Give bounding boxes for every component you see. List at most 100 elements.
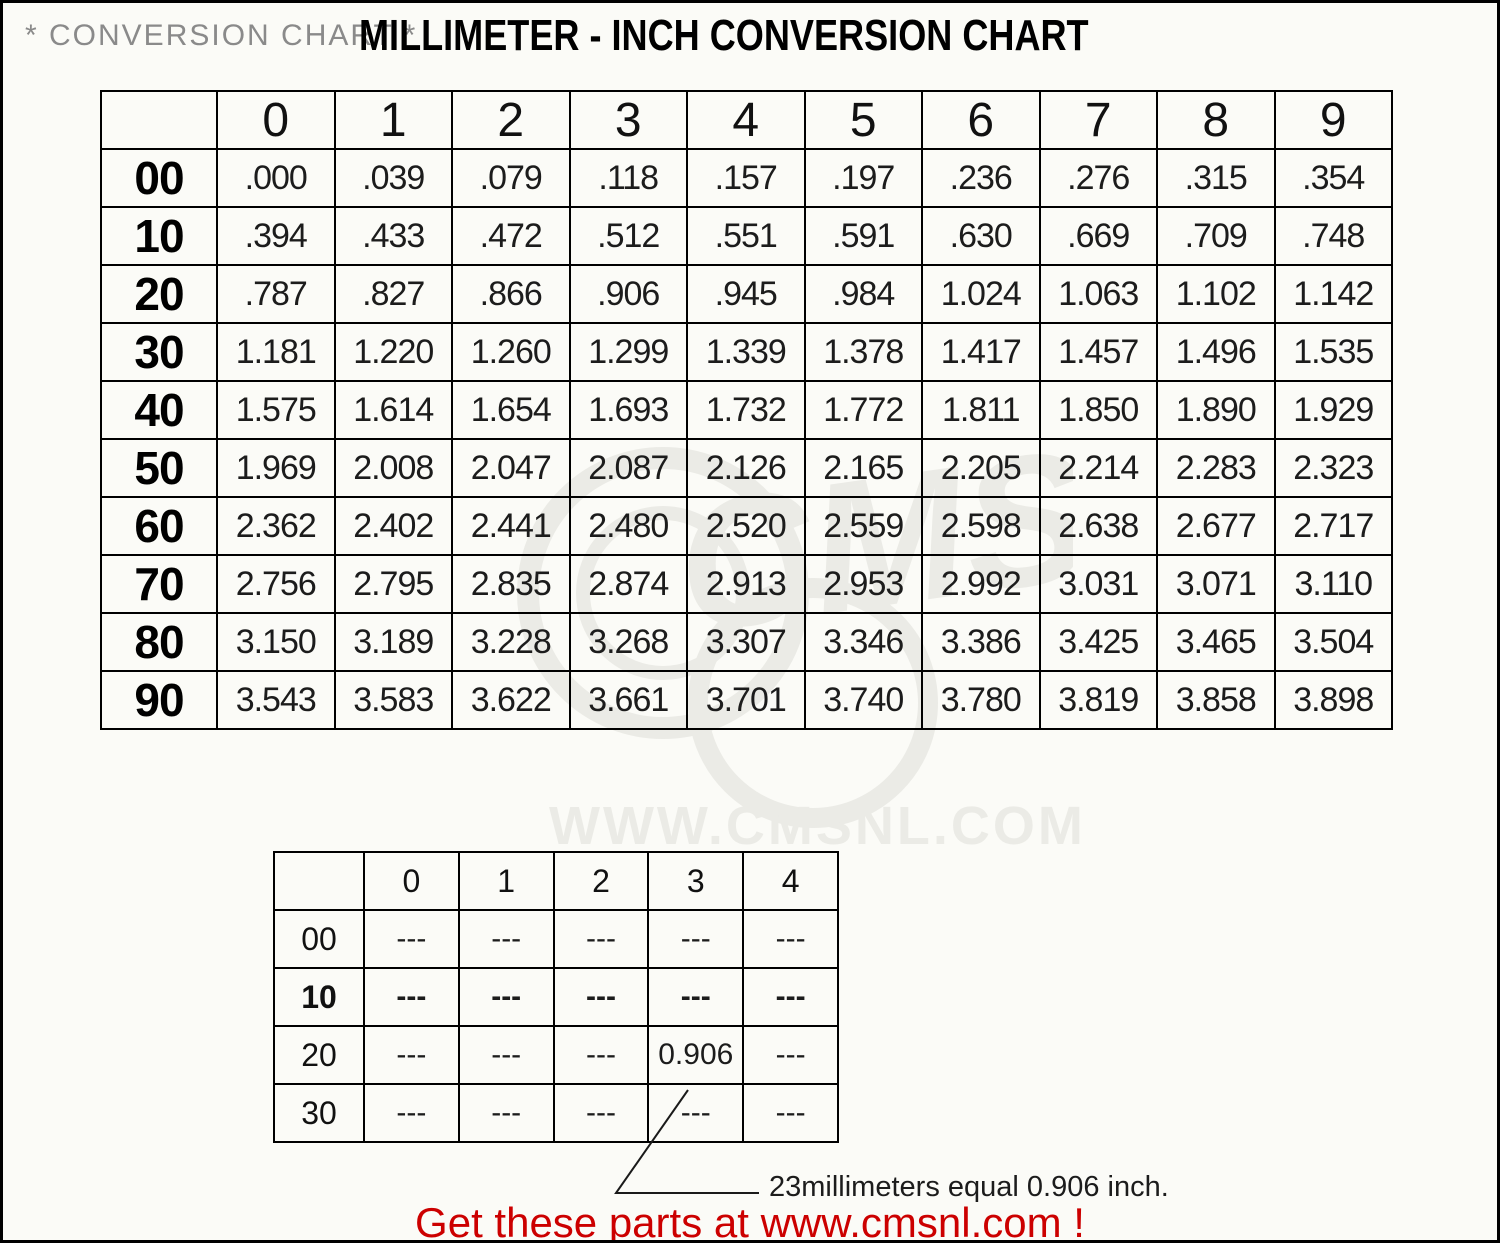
value-cell: 2.677 [1156, 496, 1276, 556]
column-header: 1 [333, 90, 453, 150]
value-cell: .079 [451, 148, 571, 208]
value-cell: 2.520 [686, 496, 806, 556]
value-cell: 1.850 [1038, 380, 1158, 440]
value-cell: 1.457 [1038, 322, 1158, 382]
value-cell: 3.228 [451, 612, 571, 672]
page-pre-title: * CONVERSION CHART * [25, 19, 418, 52]
value-cell: 3.661 [568, 670, 688, 730]
column-header: 0 [363, 851, 460, 911]
value-cell: .000 [216, 148, 336, 208]
value-cell: 3.858 [1156, 670, 1276, 730]
value-cell: --- [363, 1025, 460, 1085]
value-cell: 1.929 [1273, 380, 1393, 440]
row-header: 70 [100, 554, 218, 614]
value-cell: 3.031 [1038, 554, 1158, 614]
value-cell: 2.165 [803, 438, 923, 498]
value-cell: 1.693 [568, 380, 688, 440]
value-cell: 2.441 [451, 496, 571, 556]
value-cell: 2.559 [803, 496, 923, 556]
value-cell: 1.378 [803, 322, 923, 382]
value-cell: .669 [1038, 206, 1158, 266]
row-header: 10 [273, 967, 365, 1027]
table-row: 10.394.433.472.512.551.591.630.669.709.7… [100, 206, 1393, 266]
value-cell: --- [742, 967, 839, 1027]
value-cell: 3.780 [921, 670, 1041, 730]
column-header: 3 [647, 851, 745, 911]
page-title: MILLIMETER - INCH CONVERSION CHART [359, 11, 1089, 60]
value-cell: .945 [686, 264, 806, 324]
table-row: 40 1.575 1.614 1.654 1.693 1.732 1.772 1.811 1.8… [100, 380, 1393, 440]
value-cell: --- [363, 1083, 460, 1143]
value-cell: 1.535 [1273, 322, 1393, 382]
row-header: 60 [100, 496, 218, 556]
value-cell: 3.740 [803, 670, 923, 730]
column-header: 8 [1156, 90, 1276, 150]
value-cell: 2.323 [1273, 438, 1393, 498]
value-cell: .551 [686, 206, 806, 266]
value-cell: 1.654 [451, 380, 571, 440]
value-cell: 3.425 [1038, 612, 1158, 672]
value-cell: 1.732 [686, 380, 806, 440]
value-cell: .197 [803, 148, 923, 208]
column-header: 4 [686, 90, 806, 150]
value-cell: 1.024 [921, 264, 1041, 324]
value-cell: .354 [1273, 148, 1393, 208]
value-cell: .787 [216, 264, 336, 324]
value-cell: 3.110 [1273, 554, 1393, 614]
value-cell: 1.181 [216, 322, 336, 382]
value-cell: 2.087 [568, 438, 688, 498]
value-cell: 3.386 [921, 612, 1041, 672]
column-header: 0 [216, 90, 336, 150]
table-row: 30 --- --- --- --- --- [273, 1083, 839, 1143]
value-cell: 1.260 [451, 322, 571, 382]
value-cell: .157 [686, 148, 806, 208]
value-cell: 1.339 [686, 322, 806, 382]
value-cell: 2.717 [1273, 496, 1393, 556]
value-cell: 1.299 [568, 322, 688, 382]
value-cell: .906 [568, 264, 688, 324]
column-header: 1 [457, 851, 555, 911]
example-annotation: 23millimeters equal 0.906 inch. [769, 1171, 1169, 1203]
value-cell: 3.268 [568, 612, 688, 672]
row-header: 30 [100, 322, 218, 382]
value-cell: 3.150 [216, 612, 336, 672]
cmsnl-footer-link[interactable]: Get these parts at www.cmsnl.com ! [415, 1199, 1085, 1243]
value-cell: 1.614 [333, 380, 453, 440]
value-cell: --- [363, 967, 460, 1027]
row-header: 50 [100, 438, 218, 498]
value-cell: .315 [1156, 148, 1276, 208]
value-cell: --- [552, 1025, 650, 1085]
value-cell: .630 [921, 206, 1041, 266]
value-cell: .866 [451, 264, 571, 324]
value-cell: --- [742, 1083, 839, 1143]
value-cell: --- [457, 1025, 555, 1085]
row-header: 40 [100, 380, 218, 440]
value-cell: 2.913 [686, 554, 806, 614]
column-header: 7 [1038, 90, 1158, 150]
value-cell: 3.465 [1156, 612, 1276, 672]
value-cell: 3.819 [1038, 670, 1158, 730]
value-cell: 1.142 [1273, 264, 1393, 324]
value-cell: 1.575 [216, 380, 336, 440]
table-row: 00.000.039.079.118.157.197.236.276.315.3… [100, 148, 1393, 208]
value-cell: 2.953 [803, 554, 923, 614]
value-cell: 3.622 [451, 670, 571, 730]
table-row: 00 --- --- --- --- --- [273, 909, 839, 969]
value-cell: 1.969 [216, 438, 336, 498]
value-cell: 2.205 [921, 438, 1041, 498]
value-cell: 2.480 [568, 496, 688, 556]
table-row: 70 2.756 2.795 2.835 2.874 2.913 2.953 2.992 3.0… [100, 554, 1393, 614]
value-cell: 2.402 [333, 496, 453, 556]
value-cell: .394 [216, 206, 336, 266]
value-cell: 2.874 [568, 554, 688, 614]
value-cell: .827 [333, 264, 453, 324]
value-cell: .748 [1273, 206, 1393, 266]
value-cell: .276 [1038, 148, 1158, 208]
value-cell: .472 [451, 206, 571, 266]
value-cell: 2.598 [921, 496, 1041, 556]
table-row: 50 1.969 2.008 2.047 2.087 2.126 2.165 2.205 2.2… [100, 438, 1393, 498]
value-cell: --- [647, 1083, 745, 1143]
